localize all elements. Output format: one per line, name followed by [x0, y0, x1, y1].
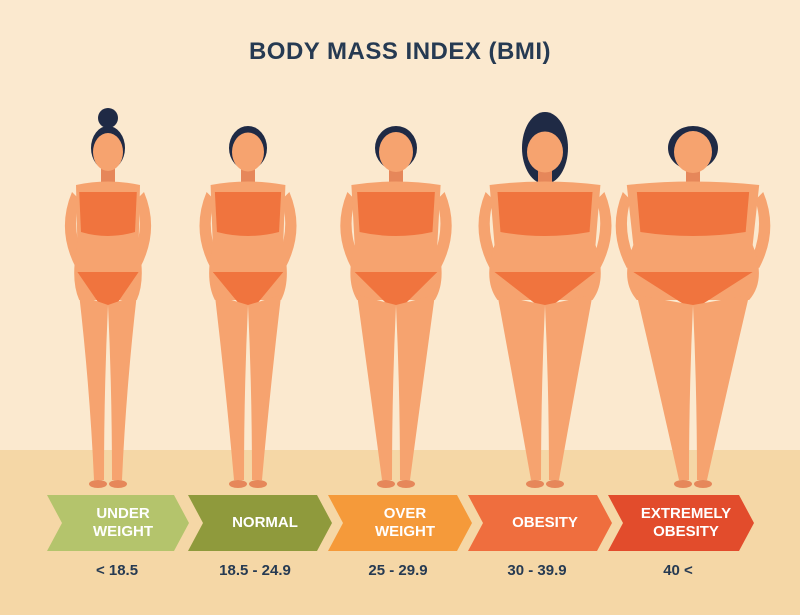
bmi-range-underweight: < 18.5 [95, 562, 139, 579]
category-arrow-obesity: OBESITY [468, 495, 612, 551]
category-arrow-overweight: OVER WEIGHT [328, 495, 472, 551]
bmi-range-extremely-obesity: 40 < [663, 562, 693, 579]
category-arrow-normal: NORMAL [188, 495, 332, 551]
figure-underweight [64, 108, 152, 488]
bmi-range-obesity: 30 - 39.9 [507, 562, 567, 579]
bmi-range-normal: 18.5 - 24.9 [219, 562, 291, 579]
figure-normal [199, 126, 297, 488]
category-arrow-underweight: UNDER WEIGHT [47, 495, 189, 551]
figure-extremely-obesity [615, 126, 771, 488]
category-label-overweight: OVER WEIGHT [375, 505, 435, 540]
bmi-range-overweight: 25 - 29.9 [368, 562, 428, 579]
category-arrow-extremely-obesity: EXTREMELY OBESITY [608, 495, 754, 551]
page-title: BODY MASS INDEX (BMI) [248, 38, 552, 65]
category-label-normal: NORMAL [232, 514, 298, 531]
category-label-extremely-obesity: EXTREMELY OBESITY [640, 505, 732, 540]
category-label-underweight: UNDER WEIGHT [93, 505, 153, 540]
figure-obesity [478, 112, 612, 488]
figure-overweight [340, 126, 452, 488]
category-label-obesity: OBESITY [512, 514, 578, 531]
